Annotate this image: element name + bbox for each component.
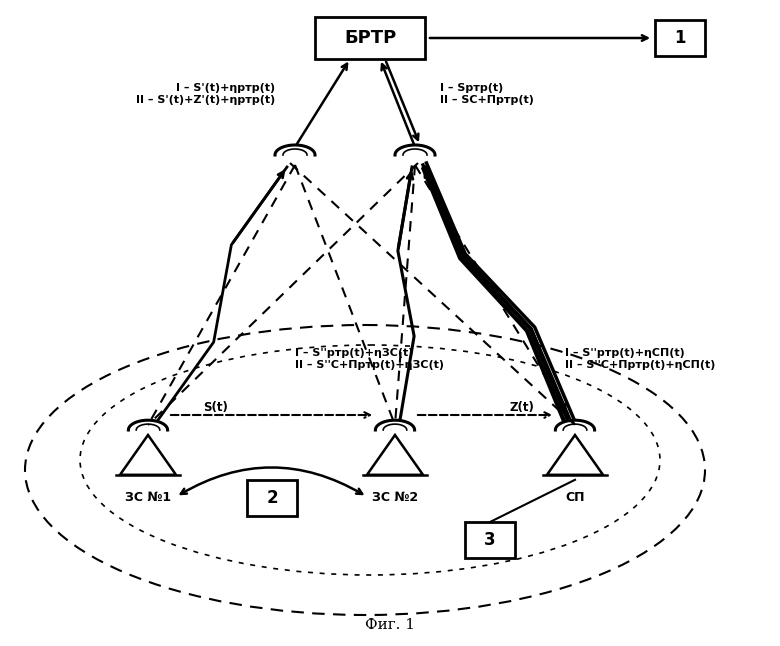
Polygon shape xyxy=(120,435,176,475)
Bar xyxy=(247,480,297,516)
Text: I – S''ртр(t)+ηЗС(t)
II – S''С+Пртр(t)+ηЗС(t): I – S''ртр(t)+ηЗС(t) II – S''С+Пртр(t)+η… xyxy=(295,348,444,370)
Text: 2: 2 xyxy=(266,489,278,507)
Text: I – Sртр(t)
II – SС+Пртр(t): I – Sртр(t) II – SС+Пртр(t) xyxy=(440,83,534,105)
Bar xyxy=(655,20,705,56)
Text: Фиг. 1: Фиг. 1 xyxy=(365,618,415,632)
Text: S(t): S(t) xyxy=(203,402,228,415)
Polygon shape xyxy=(547,435,603,475)
Text: ЗС №1: ЗС №1 xyxy=(125,491,171,504)
Text: БРТР: БРТР xyxy=(344,29,396,47)
Text: 3: 3 xyxy=(484,531,496,549)
Text: СП: СП xyxy=(566,491,585,504)
Bar xyxy=(315,17,425,59)
Text: I – S''ртр(t)+ηСП(t)
II – S''С+Пртр(t)+ηСП(t): I – S''ртр(t)+ηСП(t) II – S''С+Пртр(t)+η… xyxy=(565,348,715,370)
Text: I – S'(t)+ηртр(t)
II – S'(t)+Z'(t)+ηртр(t): I – S'(t)+ηртр(t) II – S'(t)+Z'(t)+ηртр(… xyxy=(136,83,275,105)
Text: Z(t): Z(t) xyxy=(510,402,535,415)
Polygon shape xyxy=(367,435,423,475)
Text: ЗС №2: ЗС №2 xyxy=(372,491,418,504)
Bar xyxy=(465,522,515,558)
Text: 1: 1 xyxy=(674,29,686,47)
